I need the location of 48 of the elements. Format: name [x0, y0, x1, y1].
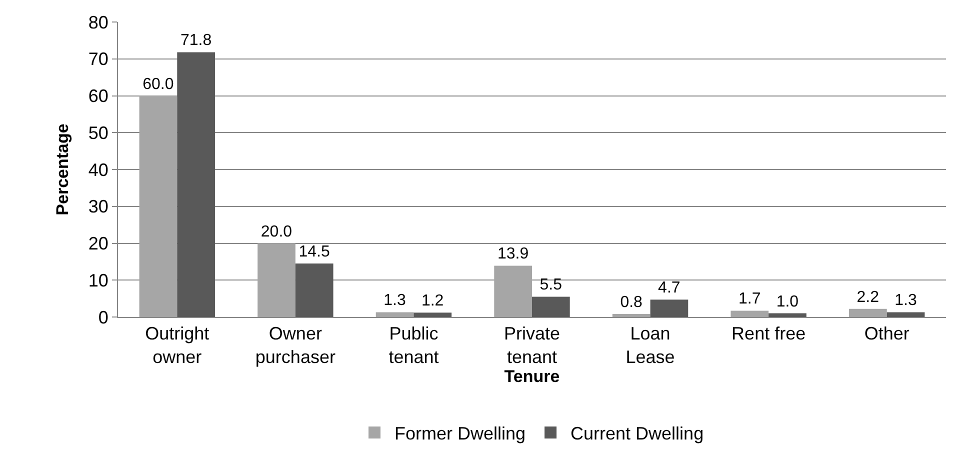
- y-tick-label: 30: [88, 196, 108, 217]
- x-tick-label: Private tenant: [504, 324, 560, 367]
- y-tick-label: 80: [88, 12, 108, 32]
- x-tick-label: Public tenant: [388, 324, 439, 367]
- bar: [886, 312, 925, 317]
- data-label: 20.0: [260, 223, 292, 240]
- data-label: 1.0: [776, 293, 799, 310]
- x-axis-title: Tenure: [504, 367, 560, 386]
- bar: [295, 264, 334, 317]
- y-tick-label: 0: [98, 307, 108, 328]
- y-tick-label: 10: [88, 270, 108, 290]
- bar: [849, 308, 887, 317]
- bar: [532, 296, 570, 317]
- bar: [177, 52, 215, 317]
- data-label: 14.5: [298, 244, 330, 261]
- y-tick-label: 60: [88, 86, 108, 106]
- data-label: 5.5: [540, 276, 562, 294]
- y-tick-label: 70: [88, 49, 108, 70]
- data-label: 1.7: [738, 290, 761, 308]
- x-tick-label: Rent free: [732, 324, 806, 344]
- bar: [258, 243, 296, 317]
- y-tick-label: 20: [88, 234, 108, 254]
- y-axis-title: Percentage: [52, 124, 72, 216]
- bar: [612, 314, 650, 317]
- legend-label: Former Dwelling: [394, 424, 526, 444]
- bar: [414, 312, 452, 317]
- bar: [730, 310, 769, 317]
- bar: [376, 312, 414, 317]
- data-label: 1.3: [384, 292, 406, 310]
- bar: [139, 96, 178, 317]
- data-label: 4.7: [658, 280, 680, 297]
- y-tick-label: 50: [88, 122, 108, 143]
- x-tick-label: Loan Lease: [626, 324, 675, 367]
- bar: [650, 300, 688, 317]
- data-label: 13.9: [497, 246, 529, 263]
- x-tick-label: Outright owner: [145, 324, 210, 367]
- x-tick-label: Other: [864, 324, 910, 344]
- data-label: 60.0: [142, 76, 174, 93]
- bar: [494, 266, 532, 317]
- data-label: 1.3: [894, 292, 917, 310]
- data-label: 2.2: [856, 288, 880, 306]
- y-tick-label: 40: [88, 160, 108, 180]
- data-label: 1.2: [421, 292, 444, 310]
- bar: [768, 313, 806, 317]
- x-tick-label: Owner purchaser: [255, 324, 336, 367]
- data-label: 0.8: [620, 294, 643, 312]
- legend-label: Current Dwelling: [570, 424, 704, 444]
- data-label: 71.8: [180, 32, 212, 50]
